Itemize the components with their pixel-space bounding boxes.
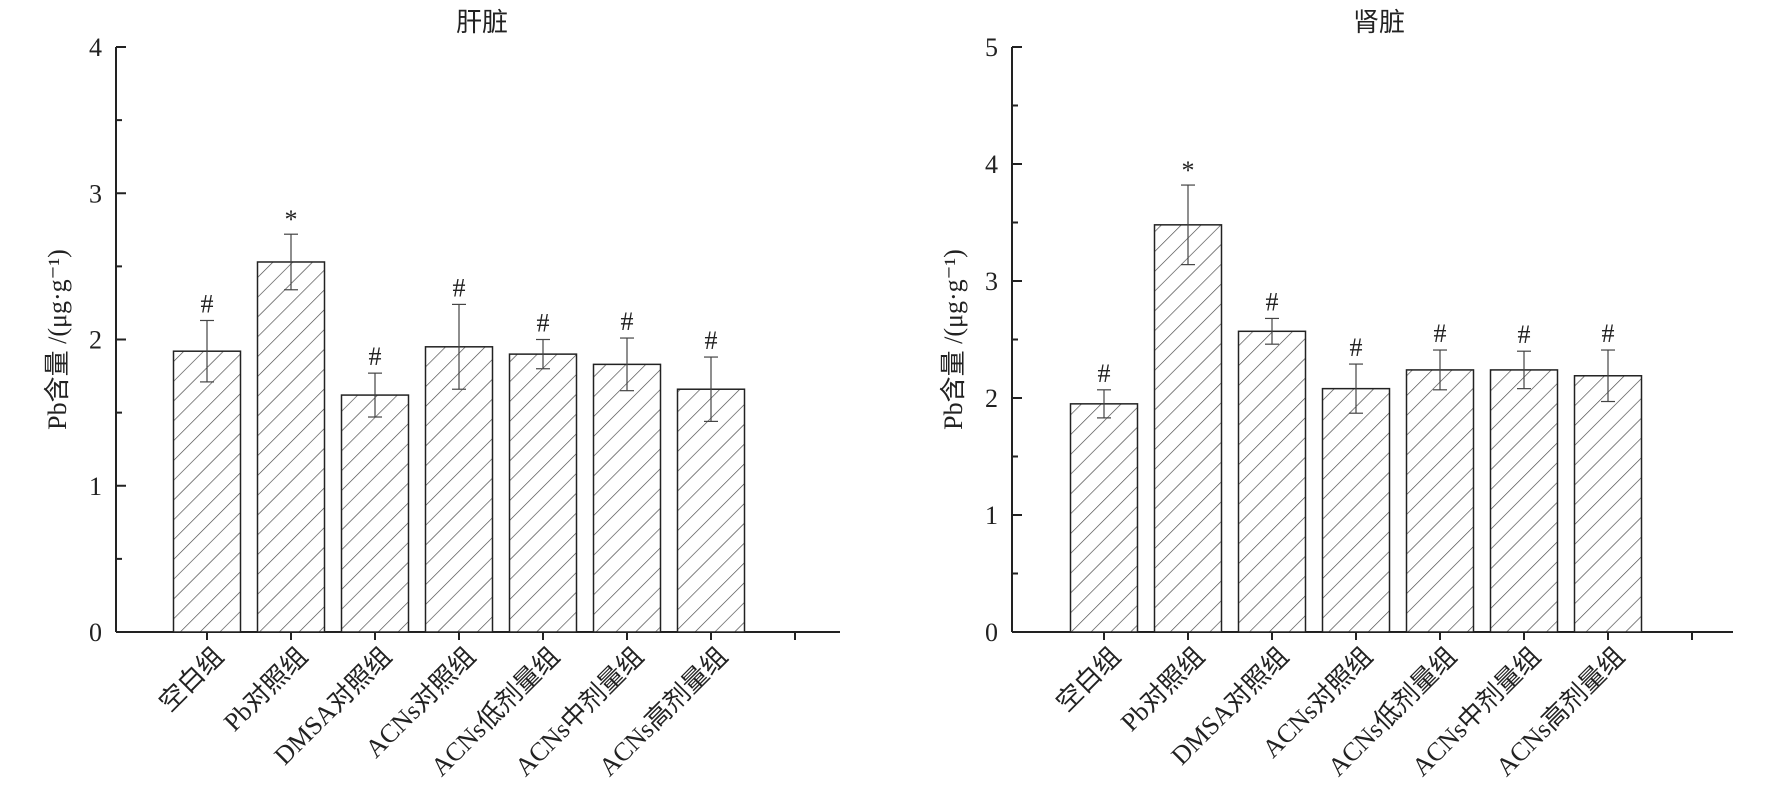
chart-title: 肾脏 — [1353, 8, 1405, 38]
bar-3 — [1237, 330, 1307, 633]
significance-mark: # — [1350, 333, 1363, 362]
bar-4 — [1321, 387, 1391, 633]
significance-mark: * — [1182, 156, 1195, 185]
bar-1 — [1069, 403, 1139, 633]
y-tick-label: 4 — [89, 33, 102, 62]
category-label: 空白组 — [1051, 642, 1127, 718]
bar-6 — [1489, 369, 1559, 633]
bar-1 — [172, 350, 242, 633]
significance-mark: # — [1266, 287, 1279, 316]
significance-mark: # — [537, 309, 550, 338]
significance-mark: # — [453, 273, 466, 302]
bar-5 — [1405, 369, 1475, 633]
significance-mark: # — [705, 326, 718, 355]
y-tick-label: 0 — [89, 618, 102, 647]
significance-mark: # — [1098, 359, 1111, 388]
bar-6 — [592, 363, 662, 633]
y-tick-label: 4 — [985, 150, 998, 179]
y-axis-label: Pb含量 /(μg·g⁻¹) — [939, 249, 968, 430]
bar-3 — [340, 394, 410, 633]
bar-2 — [1153, 224, 1223, 633]
y-tick-label: 2 — [985, 384, 998, 413]
bar-5 — [508, 353, 578, 633]
significance-mark: # — [1518, 320, 1531, 349]
y-tick-label: 1 — [985, 501, 998, 530]
bar-7 — [1573, 375, 1643, 633]
significance-mark: # — [1434, 319, 1447, 348]
bar-2 — [256, 261, 326, 633]
significance-mark: # — [1602, 319, 1615, 348]
significance-mark: # — [621, 307, 634, 336]
category-label: 空白组 — [154, 642, 230, 718]
significance-mark: # — [369, 342, 382, 371]
y-tick-label: 2 — [89, 326, 102, 355]
chart-title: 肝脏 — [456, 8, 508, 38]
y-axis-label: Pb含量 /(μg·g⁻¹) — [43, 249, 72, 430]
y-tick-label: 1 — [89, 472, 102, 501]
y-tick-label: 0 — [985, 618, 998, 647]
significance-mark: * — [285, 205, 298, 234]
bar-7 — [676, 388, 746, 633]
significance-mark: # — [201, 289, 214, 318]
y-tick-label: 3 — [985, 267, 998, 296]
y-tick-label: 3 — [89, 179, 102, 208]
bar-4 — [424, 346, 494, 633]
y-tick-label: 5 — [985, 33, 998, 62]
